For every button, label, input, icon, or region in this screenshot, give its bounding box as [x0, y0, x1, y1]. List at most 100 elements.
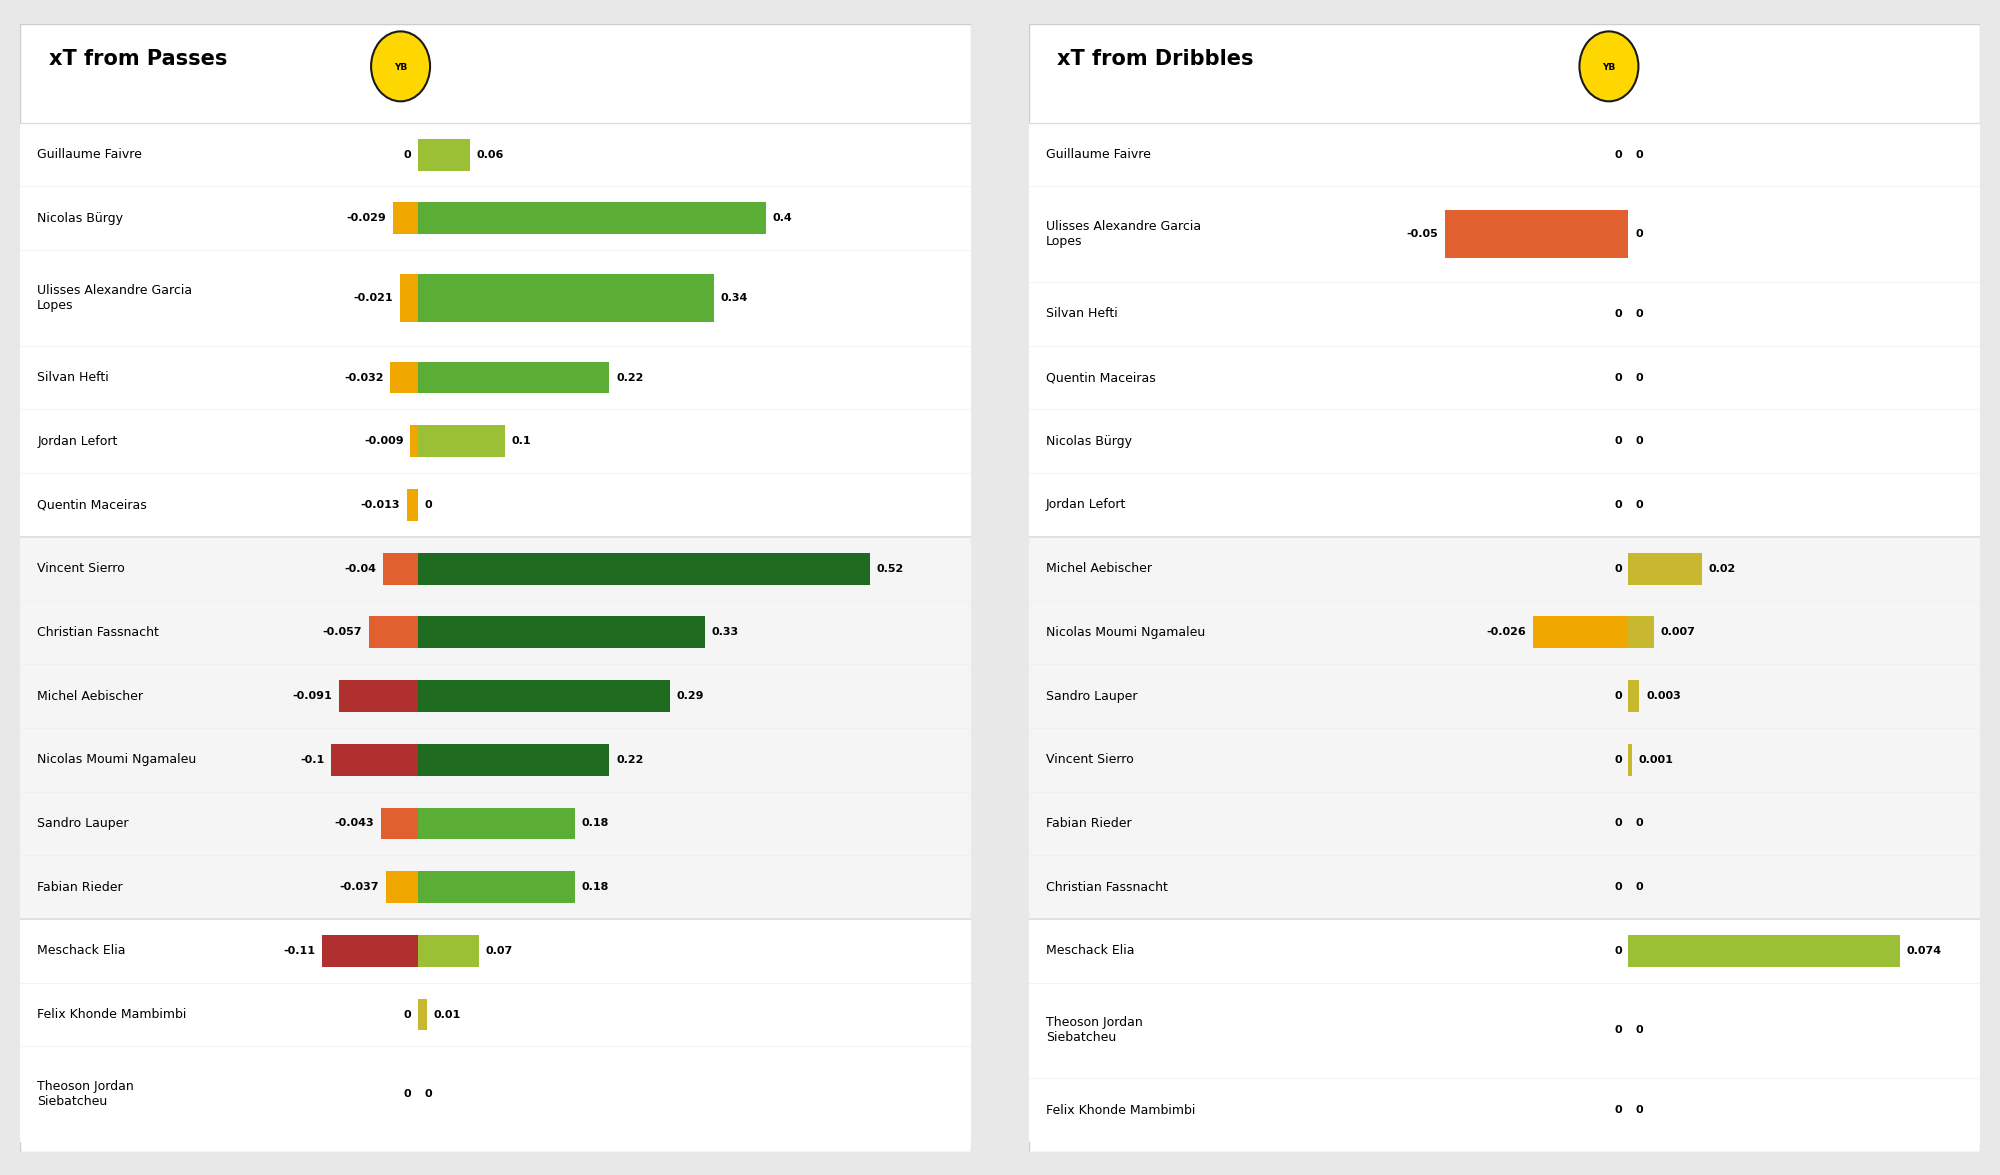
- FancyBboxPatch shape: [1028, 664, 1980, 727]
- Text: 0.1: 0.1: [512, 436, 532, 446]
- FancyBboxPatch shape: [418, 274, 714, 322]
- Text: Felix Khonde Mambimbi: Felix Khonde Mambimbi: [1046, 1103, 1196, 1116]
- FancyBboxPatch shape: [1028, 474, 1980, 537]
- Text: Jordan Lefort: Jordan Lefort: [38, 435, 118, 448]
- Text: Jordan Lefort: Jordan Lefort: [1046, 498, 1126, 511]
- Text: 0: 0: [1636, 149, 1642, 160]
- Text: 0.003: 0.003: [1646, 691, 1680, 701]
- FancyBboxPatch shape: [400, 274, 418, 322]
- FancyBboxPatch shape: [1028, 409, 1980, 474]
- FancyBboxPatch shape: [418, 807, 574, 839]
- Text: 0: 0: [404, 1009, 412, 1020]
- Text: 0: 0: [1636, 499, 1642, 510]
- Text: -0.026: -0.026: [1486, 627, 1526, 637]
- Text: 0: 0: [1614, 309, 1622, 318]
- Text: 0: 0: [424, 499, 432, 510]
- Circle shape: [1580, 32, 1638, 101]
- Text: -0.043: -0.043: [334, 819, 374, 828]
- Text: Felix Khonde Mambimbi: Felix Khonde Mambimbi: [38, 1008, 186, 1021]
- Text: xT from Dribbles: xT from Dribbles: [1058, 49, 1254, 69]
- Text: 0.4: 0.4: [772, 214, 792, 223]
- FancyBboxPatch shape: [332, 744, 418, 776]
- Text: 0: 0: [1614, 499, 1622, 510]
- FancyBboxPatch shape: [20, 537, 972, 600]
- Circle shape: [372, 32, 430, 101]
- FancyBboxPatch shape: [1628, 935, 1900, 967]
- FancyBboxPatch shape: [418, 617, 706, 649]
- Text: 0: 0: [1636, 372, 1642, 383]
- Text: Silvan Hefti: Silvan Hefti: [1046, 308, 1118, 321]
- FancyBboxPatch shape: [1028, 187, 1980, 282]
- FancyBboxPatch shape: [338, 680, 418, 712]
- Text: 0: 0: [1636, 819, 1642, 828]
- Text: 0: 0: [1614, 1026, 1622, 1035]
- FancyBboxPatch shape: [418, 935, 478, 967]
- Text: -0.11: -0.11: [284, 946, 316, 955]
- FancyBboxPatch shape: [418, 552, 870, 585]
- FancyBboxPatch shape: [1628, 617, 1654, 649]
- Text: Nicolas Bürgy: Nicolas Bürgy: [1046, 435, 1132, 448]
- FancyBboxPatch shape: [1028, 855, 1980, 919]
- Text: 0: 0: [1614, 1106, 1622, 1115]
- FancyBboxPatch shape: [410, 425, 418, 457]
- FancyBboxPatch shape: [418, 871, 574, 904]
- Text: -0.04: -0.04: [344, 564, 376, 573]
- Text: 0.001: 0.001: [1638, 754, 1674, 765]
- Text: Guillaume Faivre: Guillaume Faivre: [38, 148, 142, 161]
- Text: -0.091: -0.091: [292, 691, 332, 701]
- FancyBboxPatch shape: [20, 1047, 972, 1142]
- Text: 0.06: 0.06: [476, 149, 504, 160]
- Text: 0: 0: [1614, 819, 1622, 828]
- FancyBboxPatch shape: [20, 187, 972, 250]
- FancyBboxPatch shape: [20, 250, 972, 345]
- Text: Sandro Lauper: Sandro Lauper: [1046, 690, 1138, 703]
- FancyBboxPatch shape: [1028, 537, 1980, 600]
- Text: Meschack Elia: Meschack Elia: [1046, 945, 1134, 958]
- Text: Theoson Jordan
Siebatcheu: Theoson Jordan Siebatcheu: [38, 1080, 134, 1108]
- FancyBboxPatch shape: [418, 680, 670, 712]
- FancyBboxPatch shape: [418, 999, 426, 1030]
- Text: 0.34: 0.34: [720, 293, 748, 303]
- FancyBboxPatch shape: [1028, 1079, 1980, 1142]
- FancyBboxPatch shape: [1028, 919, 1980, 982]
- FancyBboxPatch shape: [384, 552, 418, 585]
- FancyBboxPatch shape: [386, 871, 418, 904]
- Text: Michel Aebischer: Michel Aebischer: [38, 690, 144, 703]
- Text: Sandro Lauper: Sandro Lauper: [38, 817, 128, 830]
- Text: Silvan Hefti: Silvan Hefti: [38, 371, 108, 384]
- Text: 0: 0: [1636, 309, 1642, 318]
- Text: 0.02: 0.02: [1708, 564, 1736, 573]
- FancyBboxPatch shape: [1446, 210, 1628, 258]
- FancyBboxPatch shape: [20, 24, 972, 1152]
- FancyBboxPatch shape: [20, 474, 972, 537]
- Text: 0: 0: [1636, 1106, 1642, 1115]
- Text: -0.029: -0.029: [346, 214, 386, 223]
- Text: -0.032: -0.032: [344, 372, 384, 383]
- FancyBboxPatch shape: [1534, 617, 1628, 649]
- FancyBboxPatch shape: [418, 425, 506, 457]
- FancyBboxPatch shape: [392, 202, 418, 234]
- Text: Quentin Maceiras: Quentin Maceiras: [1046, 371, 1156, 384]
- Text: -0.037: -0.037: [340, 882, 380, 892]
- FancyBboxPatch shape: [1028, 792, 1980, 855]
- Text: 0: 0: [404, 149, 412, 160]
- FancyBboxPatch shape: [20, 409, 972, 474]
- Text: 0: 0: [1614, 882, 1622, 892]
- FancyBboxPatch shape: [20, 664, 972, 727]
- FancyBboxPatch shape: [20, 792, 972, 855]
- FancyBboxPatch shape: [368, 617, 418, 649]
- Text: 0.29: 0.29: [676, 691, 704, 701]
- FancyBboxPatch shape: [1028, 24, 1980, 1152]
- FancyBboxPatch shape: [20, 919, 972, 982]
- Text: 0: 0: [1614, 149, 1622, 160]
- FancyBboxPatch shape: [1028, 282, 1980, 345]
- FancyBboxPatch shape: [418, 744, 610, 776]
- Text: 0: 0: [1636, 882, 1642, 892]
- Text: Nicolas Bürgy: Nicolas Bürgy: [38, 212, 124, 224]
- Text: 0: 0: [1614, 436, 1622, 446]
- Text: 0: 0: [1636, 436, 1642, 446]
- FancyBboxPatch shape: [1628, 552, 1702, 585]
- FancyBboxPatch shape: [20, 345, 972, 409]
- Text: 0: 0: [1614, 691, 1622, 701]
- Text: 0.22: 0.22: [616, 372, 644, 383]
